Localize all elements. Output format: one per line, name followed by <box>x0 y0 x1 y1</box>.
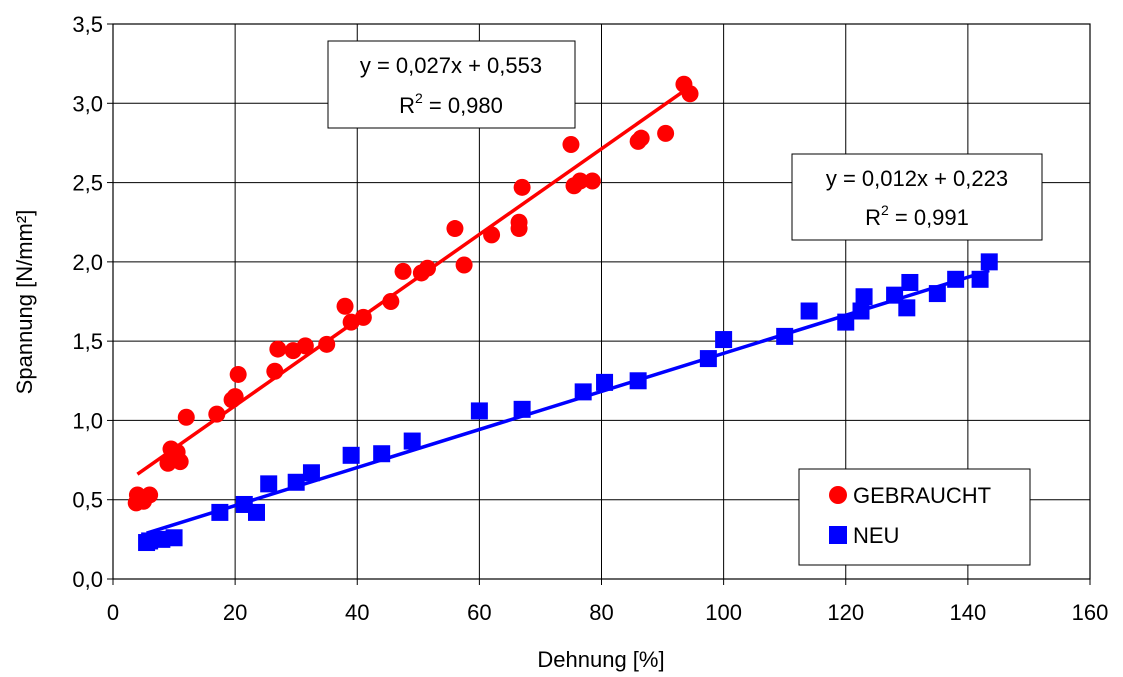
x-tick-label: 100 <box>705 600 742 625</box>
point-neu <box>837 313 855 331</box>
legend: GEBRAUCHT NEU <box>798 468 1031 566</box>
point-neu <box>980 253 998 271</box>
x-tick-label: 120 <box>827 600 864 625</box>
point-gebraucht <box>632 129 650 147</box>
point-gebraucht <box>171 453 189 471</box>
point-gebraucht <box>455 256 473 274</box>
point-gebraucht <box>269 340 287 358</box>
legend-label-gebraucht: GEBRAUCHT <box>853 483 991 508</box>
point-neu <box>247 503 265 521</box>
point-gebraucht <box>266 362 284 380</box>
point-neu <box>342 446 360 464</box>
y-axis-title: Spannung [N/mm²] <box>12 210 37 395</box>
r2-gebraucht: R2 = 0,980 <box>399 90 503 118</box>
point-gebraucht <box>226 388 244 406</box>
y-tick-label: 1,5 <box>72 329 103 354</box>
y-tick-label: 2,0 <box>72 250 103 275</box>
equation-neu: y = 0,012x + 0,223 <box>826 166 1008 191</box>
point-gebraucht <box>446 220 464 238</box>
point-gebraucht <box>296 337 314 355</box>
point-neu <box>901 273 919 291</box>
point-gebraucht <box>657 124 675 142</box>
point-gebraucht <box>382 293 400 310</box>
point-neu <box>898 299 916 317</box>
point-neu <box>855 288 873 306</box>
x-tick-label: 0 <box>107 600 119 625</box>
equation-box-gebraucht: y = 0,027x + 0,553 R2 = 0,980 <box>327 40 576 129</box>
x-axis-title: Dehnung [%] <box>537 647 664 672</box>
point-gebraucht <box>418 259 436 277</box>
point-neu <box>928 285 946 303</box>
trendline-gebraucht <box>136 85 692 476</box>
legend-label-neu: NEU <box>853 523 899 548</box>
legend-marker-neu <box>829 526 847 544</box>
data-points <box>127 75 998 552</box>
y-tick-label: 0,5 <box>72 488 103 513</box>
y-tick-label: 3,0 <box>72 91 103 116</box>
point-neu <box>800 302 818 320</box>
point-neu <box>470 402 488 420</box>
point-neu <box>373 445 391 463</box>
point-neu <box>302 464 320 482</box>
point-neu <box>971 270 989 288</box>
x-axis-ticks: 0 20 40 60 80 100 120 140 160 <box>107 579 1108 625</box>
point-neu <box>947 270 965 288</box>
equation-gebraucht: y = 0,027x + 0,553 <box>360 53 542 78</box>
point-gebraucht <box>394 262 412 280</box>
y-tick-label: 2,5 <box>72 171 103 196</box>
x-tick-label: 20 <box>223 600 247 625</box>
x-tick-label: 60 <box>467 600 491 625</box>
y-tick-label: 3,5 <box>72 12 103 37</box>
y-tick-label: 1,0 <box>72 408 103 433</box>
point-gebraucht <box>510 213 528 231</box>
point-neu <box>715 331 733 349</box>
point-gebraucht <box>318 335 336 353</box>
point-neu <box>403 432 421 450</box>
point-neu <box>776 327 794 345</box>
point-gebraucht <box>583 172 601 190</box>
point-neu <box>574 383 592 401</box>
point-gebraucht <box>483 226 501 244</box>
legend-marker-gebraucht <box>829 486 847 504</box>
y-axis-ticks: 0,0 0,5 1,0 1,5 2,0 2,5 3,0 3,5 <box>72 12 113 592</box>
point-neu <box>629 372 647 390</box>
point-gebraucht <box>681 85 699 103</box>
point-gebraucht <box>562 136 580 154</box>
point-gebraucht <box>177 408 195 426</box>
point-neu <box>596 373 614 391</box>
point-neu <box>287 473 305 491</box>
x-tick-label: 80 <box>589 600 613 625</box>
r2-neu: R2 = 0,991 <box>865 202 969 230</box>
point-gebraucht <box>208 405 226 423</box>
legend-box <box>798 468 1031 566</box>
point-gebraucht <box>354 308 372 326</box>
point-neu <box>699 350 717 368</box>
point-neu <box>165 529 183 547</box>
y-tick-label: 0,0 <box>72 567 103 592</box>
equation-box-neu: y = 0,012x + 0,223 R2 = 0,991 <box>791 153 1043 241</box>
x-tick-label: 40 <box>345 600 369 625</box>
x-tick-label: 160 <box>1072 600 1109 625</box>
point-gebraucht <box>513 178 531 196</box>
point-neu <box>513 400 531 418</box>
point-neu <box>260 475 278 493</box>
point-gebraucht <box>229 365 247 383</box>
point-gebraucht <box>336 297 354 315</box>
point-gebraucht <box>141 486 159 504</box>
point-gebraucht <box>571 172 589 190</box>
point-neu <box>852 302 870 320</box>
x-tick-label: 140 <box>950 600 987 625</box>
point-neu <box>211 503 229 521</box>
